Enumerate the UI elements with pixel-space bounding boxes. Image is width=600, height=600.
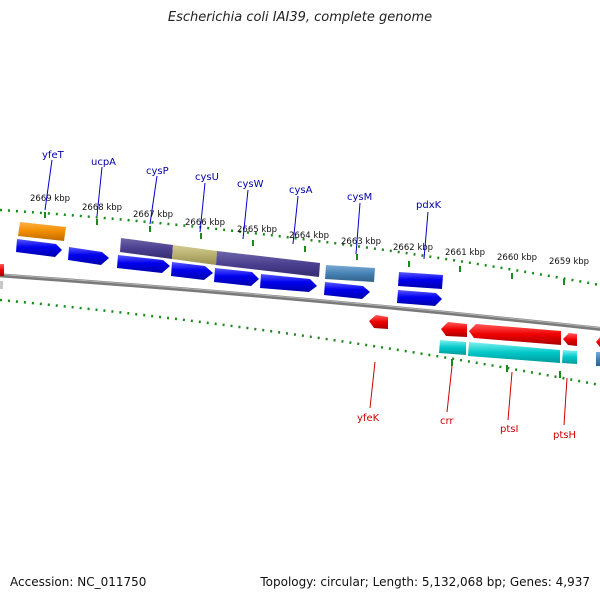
operon-pts-crr[interactable]: [439, 340, 466, 355]
scale-label: 2661 kbp: [445, 248, 485, 258]
scale-label: 2669 kbp: [30, 194, 70, 204]
scale-label: 2665 kbp: [237, 225, 277, 235]
feature-steelblue[interactable]: [325, 265, 375, 282]
scale-ticks: [44, 212, 565, 285]
reverse-gene-labels: yfeK crr ptsI ptsH: [357, 413, 576, 441]
gene-arrow[interactable]: [260, 274, 317, 292]
reverse-leader-lines: [369, 361, 568, 426]
feature-pdxK-box[interactable]: [398, 272, 443, 289]
gene-label-crr: crr: [440, 416, 454, 427]
scale-label: 2663 kbp: [341, 237, 381, 247]
scale-label: 2659 kbp: [549, 257, 589, 267]
gene-label-cysU: cysU: [195, 172, 219, 183]
partial-red-right[interactable]: [596, 337, 600, 347]
operon-cys-olive[interactable]: [172, 245, 217, 265]
scale-label: 2666 kbp: [185, 218, 225, 228]
inner-ring-ticks: [451, 359, 561, 378]
gene-label-ptsH: ptsH: [553, 430, 576, 441]
partial-gray-left: [0, 281, 3, 289]
scale-label: 2662 kbp: [393, 243, 433, 253]
gene-arrow[interactable]: [68, 247, 109, 265]
gene-label-ucpA: ucpA: [91, 157, 116, 168]
operon-pts-ptsH[interactable]: [562, 350, 577, 364]
operon-cys-purple-left[interactable]: [120, 238, 173, 259]
gene-arrow-ptsI[interactable]: [469, 324, 561, 345]
operon-track: [18, 222, 443, 289]
partial-red-left[interactable]: [0, 264, 4, 276]
gene-arrow[interactable]: [16, 239, 62, 257]
reverse-cds-track: [369, 315, 600, 347]
operon-cys-purple-right[interactable]: [216, 251, 320, 277]
inner-scale-ring: [0, 298, 600, 387]
gene-arrow[interactable]: [324, 282, 370, 299]
gene-label-pdxK: pdxK: [416, 200, 442, 211]
gene-label-cysW: cysW: [237, 179, 264, 190]
gene-label-cysM: cysM: [347, 192, 372, 203]
gene-label-ptsI: ptsI: [500, 424, 518, 435]
scale-label: 2667 kbp: [133, 210, 173, 220]
genome-title: Escherichia coli IAI39, complete genome: [167, 10, 433, 25]
scale-label: 2668 kbp: [82, 203, 122, 213]
scale-label: 2664 kbp: [289, 231, 329, 241]
partial-steelblue-right[interactable]: [596, 352, 600, 366]
reverse-operon-track: [439, 340, 600, 366]
accession-text: Accession: NC_011750: [10, 575, 147, 589]
forward-gene-labels: yfeT ucpA cysP cysU cysW cysA cysM pdxK: [42, 150, 442, 211]
scale-label: 2660 kbp: [497, 253, 537, 263]
gene-arrow-ptsH[interactable]: [563, 333, 577, 346]
gene-arrow[interactable]: [171, 262, 213, 280]
gene-arrow-crr[interactable]: [441, 322, 467, 337]
gene-arrow-yfeK[interactable]: [369, 315, 388, 329]
operon-pts-ptsI[interactable]: [468, 342, 560, 363]
genome-backbone-highlight: [0, 273, 600, 329]
gene-label-yfeK: yfeK: [357, 413, 380, 424]
gene-label-cysP: cysP: [146, 166, 169, 177]
forward-leader-lines: [44, 159, 429, 260]
genome-backbone: [0, 273, 600, 331]
gene-label-yfeT: yfeT: [42, 150, 65, 161]
forward-cds-track: [16, 239, 442, 306]
gene-arrow[interactable]: [214, 268, 259, 286]
gene-arrow[interactable]: [117, 255, 170, 273]
scale-labels: 2669 kbp 2668 kbp 2667 kbp 2666 kbp 2665…: [30, 194, 589, 267]
gene-arrow[interactable]: [397, 290, 442, 306]
feature-orange[interactable]: [18, 222, 66, 241]
gene-label-cysA: cysA: [289, 185, 313, 196]
genome-summary-text: Topology: circular; Length: 5,132,068 bp…: [260, 575, 590, 589]
